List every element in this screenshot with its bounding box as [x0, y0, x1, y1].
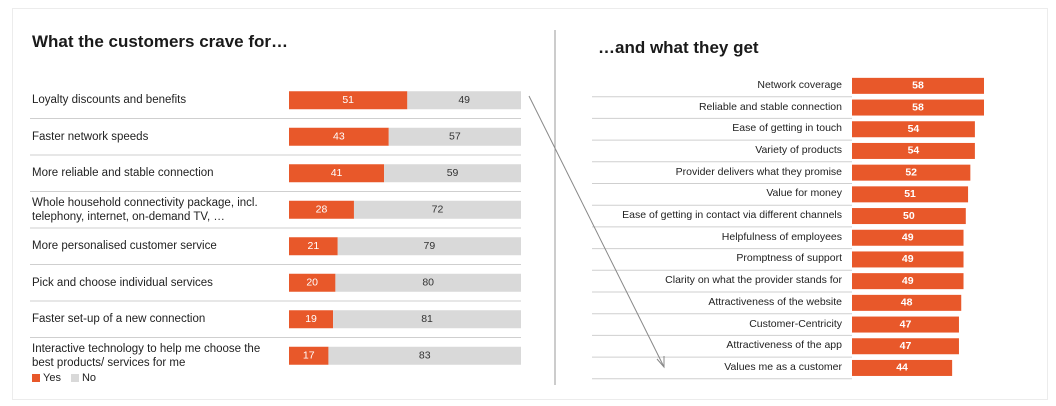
category-label: Attractiveness of the website: [708, 295, 842, 308]
bar-yes: [289, 237, 338, 256]
bar-no: [333, 310, 521, 329]
category-label: Faster network speeds: [32, 130, 149, 143]
data-label: 47: [900, 318, 912, 330]
data-label-no: 80: [422, 277, 434, 289]
data-label: 49: [902, 275, 914, 287]
bar: [852, 229, 964, 246]
bar-no: [388, 127, 521, 146]
bar-no: [384, 164, 521, 183]
category-label: More personalised customer service: [32, 240, 217, 253]
bar-yes: [289, 346, 329, 365]
connector-arrow: [528, 95, 665, 368]
bar: [852, 99, 984, 116]
category-label: Ease of getting in contact via different…: [622, 209, 842, 222]
data-label-yes: 20: [306, 277, 318, 289]
legend-label-no: No: [81, 372, 97, 384]
bar-yes: [289, 91, 408, 110]
bar-yes: [289, 310, 334, 329]
data-label-no: 59: [447, 167, 459, 179]
bar: [852, 77, 984, 94]
bar-yes: [289, 164, 385, 183]
category-label: Helpfulness of employees: [721, 230, 842, 243]
data-label: 50: [903, 210, 915, 222]
data-label: 58: [912, 80, 924, 92]
category-label: Ease of getting in touch: [732, 122, 842, 135]
category-label: Faster set-up of a new connection: [32, 313, 206, 326]
bar: [852, 251, 964, 268]
data-label-no: 49: [458, 94, 470, 106]
right-chart-title: …and what they get: [598, 38, 759, 57]
bar: [852, 164, 971, 181]
category-label: Network coverage: [757, 78, 842, 91]
data-label-yes: 41: [331, 167, 343, 179]
data-label: 52: [905, 166, 917, 178]
legend: Yes No: [32, 372, 96, 384]
bar: [852, 316, 959, 333]
bar: [852, 121, 975, 138]
category-label: Value for money: [766, 187, 842, 200]
bar-yes: [289, 273, 336, 292]
data-label: 44: [896, 362, 908, 374]
category-label: Promptness of support: [736, 252, 842, 265]
bar: [852, 186, 969, 203]
bar: [852, 142, 975, 159]
bar-yes: [289, 200, 354, 219]
bar: [852, 338, 959, 355]
bar-no: [328, 346, 521, 365]
bar-yes: [289, 127, 389, 146]
data-label-yes: 51: [342, 94, 354, 106]
bar-no: [353, 200, 521, 219]
data-label-no: 83: [419, 350, 431, 362]
data-label: 54: [908, 123, 920, 135]
data-label-yes: 17: [303, 350, 315, 362]
category-label: Values me as a customer: [724, 360, 842, 373]
data-label: 48: [901, 297, 913, 309]
data-label-yes: 43: [333, 131, 345, 143]
category-label: Pick and choose individual services: [32, 276, 213, 289]
bar-no: [335, 273, 521, 292]
bar: [852, 273, 964, 290]
data-label-yes: 21: [308, 240, 320, 252]
bar: [852, 208, 966, 225]
data-label-no: 79: [424, 240, 436, 252]
bar: [852, 294, 962, 311]
legend-item-yes: Yes: [32, 372, 61, 384]
data-label: 54: [908, 145, 920, 157]
data-label-yes: 28: [316, 204, 328, 216]
category-label: Loyalty discounts and benefits: [32, 94, 187, 107]
data-label-no: 57: [449, 131, 461, 143]
legend-item-no: No: [70, 372, 97, 384]
bar-no: [337, 237, 521, 256]
data-label: 58: [912, 101, 924, 113]
bar: [852, 359, 953, 376]
arrow-head: [656, 356, 665, 369]
data-label-yes: 19: [305, 313, 317, 325]
legend-swatch-no: [70, 374, 79, 382]
data-label: 49: [902, 232, 914, 244]
category-label: Variety of products: [755, 143, 842, 156]
data-label: 47: [900, 340, 912, 352]
data-label: 51: [904, 188, 916, 200]
category-label: Whole household connectivity package, in…: [32, 196, 258, 223]
chart-frame: [12, 8, 1048, 400]
category-label: Customer-Centricity: [749, 317, 842, 330]
bar-no: [407, 91, 521, 110]
data-label-no: 81: [421, 313, 433, 325]
data-label-no: 72: [432, 204, 444, 216]
category-label: Reliable and stable connection: [698, 100, 842, 113]
data-label: 49: [902, 253, 914, 265]
category-label: Provider delivers what they promise: [675, 165, 842, 178]
left-chart-title: What the customers crave for…: [32, 32, 289, 51]
category-label: More reliable and stable connection: [32, 167, 214, 180]
category-label: Interactive technology to help me choose…: [32, 342, 261, 369]
legend-label-yes: Yes: [43, 372, 61, 384]
category-label: Clarity on what the provider stands for: [665, 274, 842, 287]
category-label: Attractiveness of the app: [726, 339, 842, 352]
legend-swatch-yes: [32, 374, 40, 382]
